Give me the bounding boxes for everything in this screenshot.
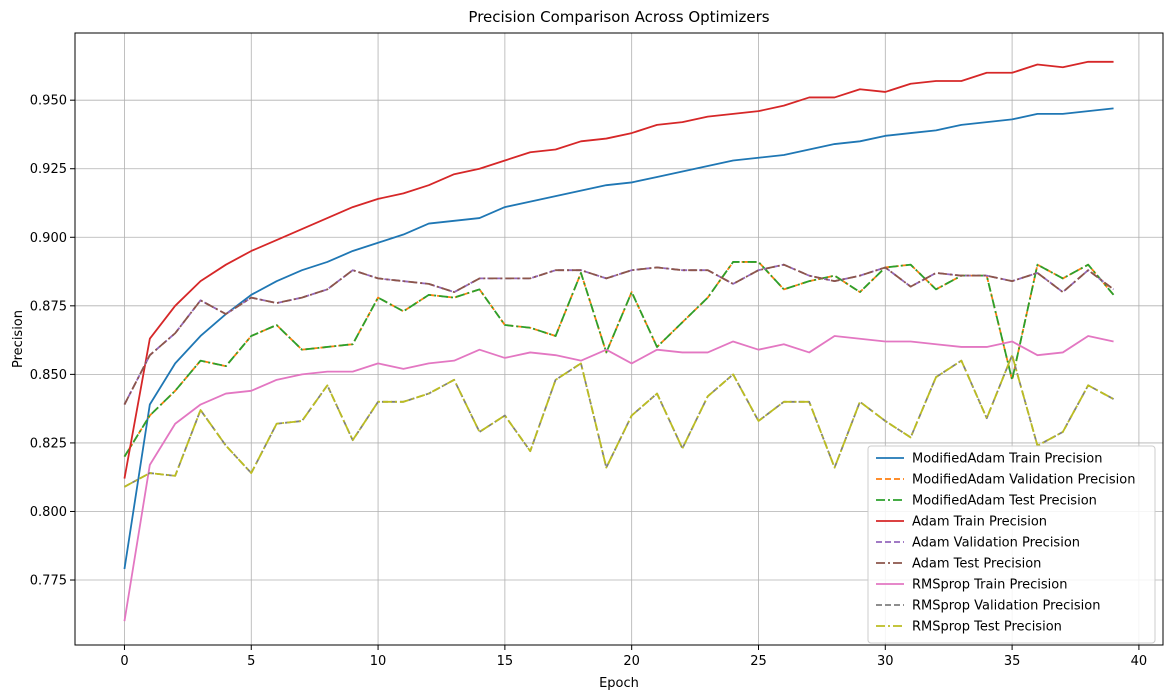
x-tick-label: 35 <box>1004 654 1021 669</box>
x-tick-label: 30 <box>877 654 894 669</box>
series-line <box>123 60 1114 479</box>
series-line <box>123 263 1115 405</box>
x-axis-label: Epoch <box>599 676 639 691</box>
legend-label: Adam Test Precision <box>912 557 1041 572</box>
series-line <box>123 261 1115 458</box>
series-line <box>123 263 1115 405</box>
x-tick-label: 0 <box>120 654 128 669</box>
y-tick-label: 0.900 <box>30 231 67 246</box>
series-line <box>123 335 1114 622</box>
y-tick-label: 0.925 <box>30 162 67 177</box>
y-axis: 0.775 0.800 0.825 0.850 0.875 0.900 0.925 0.950 <box>30 94 75 589</box>
y-tick-label: 0.950 <box>30 94 67 109</box>
x-tick-label: 40 <box>1131 654 1148 669</box>
plot-frame <box>74 32 1164 646</box>
legend-label: ModifiedAdam Train Precision <box>912 452 1102 467</box>
x-tick-label: 10 <box>370 654 387 669</box>
y-tick-label: 0.775 <box>30 574 67 589</box>
y-axis-label: Precision <box>11 310 26 368</box>
legend-box <box>867 445 1156 644</box>
legend-label: Adam Train Precision <box>912 515 1047 530</box>
legend-label: ModifiedAdam Validation Precision <box>912 473 1135 488</box>
legend: ModifiedAdam Train Precision ModifiedAdam… <box>867 445 1156 644</box>
x-axis: 0 5 10 15 20 25 30 35 40 <box>120 645 1147 669</box>
series-line <box>123 107 1114 570</box>
y-tick-label: 0.850 <box>30 368 67 383</box>
y-tick-label: 0.800 <box>30 505 67 520</box>
series-layer <box>123 60 1115 622</box>
chart-title: Precision Comparison Across Optimizers <box>468 8 769 26</box>
legend-label: RMSprop Test Precision <box>912 620 1062 635</box>
x-tick-label: 20 <box>623 654 640 669</box>
legend-label: ModifiedAdam Test Precision <box>912 494 1097 509</box>
x-tick-label: 15 <box>497 654 514 669</box>
legend-label: RMSprop Validation Precision <box>912 599 1100 614</box>
legend-label: RMSprop Train Precision <box>912 578 1067 593</box>
x-tick-label: 25 <box>750 654 767 669</box>
grid-layer <box>75 33 1163 645</box>
series-line <box>124 354 1114 488</box>
x-tick-label: 5 <box>247 654 255 669</box>
y-tick-label: 0.825 <box>30 436 67 451</box>
y-tick-label: 0.875 <box>30 299 67 314</box>
legend-label: Adam Validation Precision <box>912 536 1080 551</box>
series-line <box>123 261 1115 458</box>
